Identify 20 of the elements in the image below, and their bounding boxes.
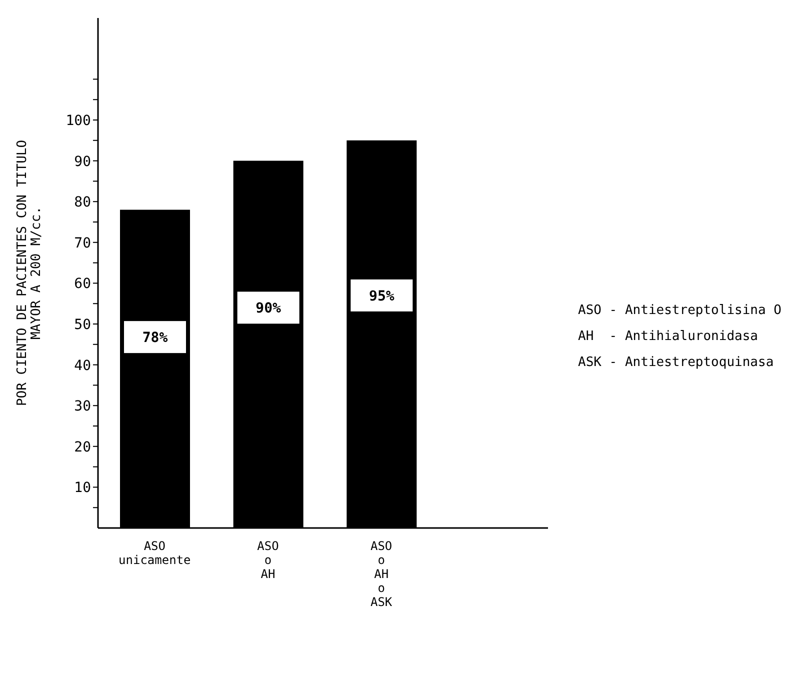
- x-tick-label: ASO o AH o ASK: [370, 539, 393, 609]
- data-label: 78%: [142, 330, 168, 346]
- y-tick-label: 10: [74, 480, 91, 496]
- y-tick-label: 70: [74, 235, 91, 252]
- text: ASO - Antiestreptolisina O: [578, 302, 782, 320]
- y-tick-label: 50: [74, 316, 91, 333]
- data-label: 90%: [256, 300, 282, 317]
- text: ASK - Antiestreptoquinasa: [578, 354, 775, 372]
- x-tick-label: ASO o AH: [257, 539, 279, 581]
- y-tick-label: 40: [74, 358, 91, 374]
- y-tick-label: 80: [74, 194, 91, 211]
- y-tick-label: 20: [74, 439, 91, 456]
- data-label: 95%: [369, 288, 395, 304]
- y-tick-label: 60: [74, 276, 91, 292]
- y-axis-title: POR CIENTO DE PACIENTES CON TITULO MAYOR A 200 M/cc.: [15, 140, 44, 406]
- y-tick-label: 100: [66, 112, 91, 129]
- x-tick-label: ASO unicamente: [118, 539, 191, 567]
- text: AH - Antihialuronidasa: [578, 328, 760, 346]
- y-tick-label: 90: [74, 154, 91, 170]
- y-tick-label: 30: [74, 398, 91, 415]
